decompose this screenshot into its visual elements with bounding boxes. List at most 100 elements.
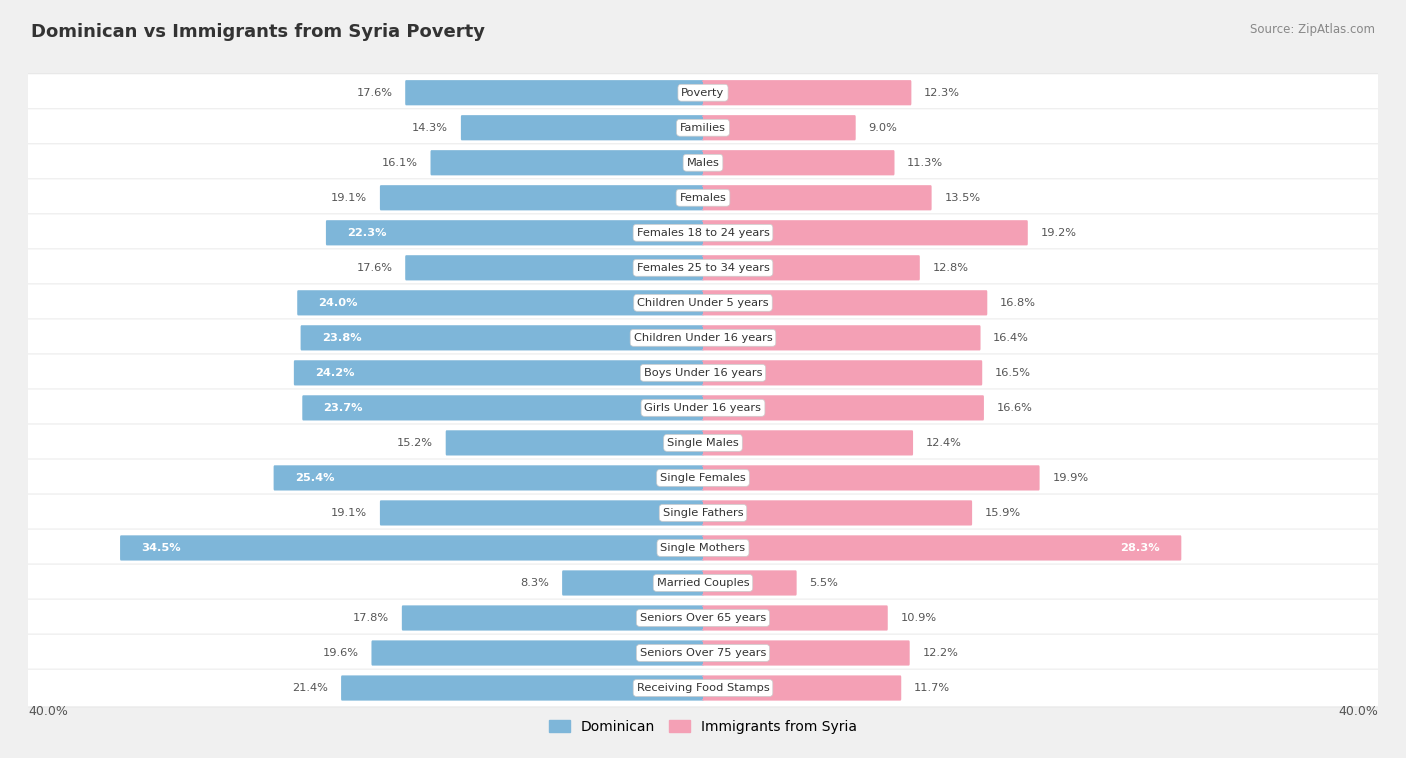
- FancyBboxPatch shape: [25, 179, 1381, 217]
- Text: 5.5%: 5.5%: [810, 578, 838, 588]
- FancyBboxPatch shape: [297, 290, 704, 315]
- Text: Girls Under 16 years: Girls Under 16 years: [644, 403, 762, 413]
- Text: Families: Families: [681, 123, 725, 133]
- Bar: [703, 642, 806, 664]
- FancyBboxPatch shape: [274, 465, 704, 490]
- Text: 12.3%: 12.3%: [924, 88, 960, 98]
- Bar: [537, 642, 703, 664]
- FancyBboxPatch shape: [25, 424, 1381, 462]
- FancyBboxPatch shape: [702, 115, 856, 140]
- Bar: [502, 327, 703, 349]
- Text: 12.8%: 12.8%: [932, 263, 969, 273]
- Text: 23.7%: 23.7%: [323, 403, 363, 413]
- Bar: [501, 292, 703, 314]
- Text: 13.5%: 13.5%: [945, 193, 980, 203]
- Text: 16.5%: 16.5%: [995, 368, 1031, 377]
- FancyBboxPatch shape: [402, 606, 704, 631]
- Bar: [703, 572, 749, 594]
- Bar: [703, 82, 807, 104]
- FancyBboxPatch shape: [702, 185, 932, 211]
- FancyBboxPatch shape: [461, 115, 704, 140]
- FancyBboxPatch shape: [120, 535, 704, 561]
- Bar: [703, 152, 799, 174]
- Bar: [703, 257, 811, 279]
- Bar: [499, 362, 703, 384]
- Bar: [554, 82, 703, 104]
- Text: 17.6%: 17.6%: [357, 88, 392, 98]
- FancyBboxPatch shape: [702, 325, 980, 350]
- Bar: [633, 572, 703, 594]
- Bar: [523, 677, 703, 699]
- FancyBboxPatch shape: [702, 255, 920, 280]
- Bar: [703, 187, 817, 208]
- FancyBboxPatch shape: [702, 500, 972, 525]
- Text: 12.2%: 12.2%: [922, 648, 959, 658]
- FancyBboxPatch shape: [562, 570, 704, 596]
- Text: 19.9%: 19.9%: [1052, 473, 1088, 483]
- Text: 22.3%: 22.3%: [347, 228, 387, 238]
- Text: 24.2%: 24.2%: [315, 368, 354, 377]
- Bar: [567, 152, 703, 174]
- Text: 21.4%: 21.4%: [292, 683, 329, 693]
- Text: 15.2%: 15.2%: [396, 438, 433, 448]
- FancyBboxPatch shape: [702, 465, 1039, 490]
- Text: 16.8%: 16.8%: [1000, 298, 1036, 308]
- Text: Married Couples: Married Couples: [657, 578, 749, 588]
- FancyBboxPatch shape: [702, 290, 987, 315]
- Text: Boys Under 16 years: Boys Under 16 years: [644, 368, 762, 377]
- FancyBboxPatch shape: [302, 395, 704, 421]
- Text: 16.1%: 16.1%: [382, 158, 418, 168]
- Text: 8.3%: 8.3%: [520, 578, 550, 588]
- Text: Seniors Over 65 years: Seniors Over 65 years: [640, 613, 766, 623]
- Text: 19.6%: 19.6%: [323, 648, 359, 658]
- FancyBboxPatch shape: [25, 74, 1381, 111]
- Text: 12.4%: 12.4%: [925, 438, 962, 448]
- FancyBboxPatch shape: [25, 494, 1381, 532]
- Text: Source: ZipAtlas.com: Source: ZipAtlas.com: [1250, 23, 1375, 36]
- Text: 25.4%: 25.4%: [295, 473, 335, 483]
- FancyBboxPatch shape: [326, 220, 704, 246]
- Text: Dominican vs Immigrants from Syria Poverty: Dominican vs Immigrants from Syria Pover…: [31, 23, 485, 41]
- FancyBboxPatch shape: [702, 641, 910, 666]
- FancyBboxPatch shape: [25, 459, 1381, 496]
- FancyBboxPatch shape: [301, 325, 704, 350]
- FancyBboxPatch shape: [342, 675, 704, 700]
- FancyBboxPatch shape: [405, 80, 704, 105]
- Text: Single Mothers: Single Mothers: [661, 543, 745, 553]
- Legend: Dominican, Immigrants from Syria: Dominican, Immigrants from Syria: [544, 714, 862, 739]
- Text: 11.3%: 11.3%: [907, 158, 943, 168]
- FancyBboxPatch shape: [371, 641, 704, 666]
- Text: 23.8%: 23.8%: [322, 333, 361, 343]
- FancyBboxPatch shape: [25, 634, 1381, 672]
- FancyBboxPatch shape: [294, 360, 704, 386]
- Bar: [703, 117, 779, 139]
- Text: 17.6%: 17.6%: [357, 263, 392, 273]
- Bar: [541, 187, 703, 208]
- Text: Females 18 to 24 years: Females 18 to 24 years: [637, 228, 769, 238]
- FancyBboxPatch shape: [25, 389, 1381, 427]
- FancyBboxPatch shape: [25, 319, 1381, 357]
- Bar: [489, 467, 703, 489]
- Text: Children Under 5 years: Children Under 5 years: [637, 298, 769, 308]
- Bar: [703, 502, 837, 524]
- FancyBboxPatch shape: [702, 150, 894, 175]
- FancyBboxPatch shape: [25, 669, 1381, 707]
- FancyBboxPatch shape: [446, 431, 704, 456]
- Text: Receiving Food Stamps: Receiving Food Stamps: [637, 683, 769, 693]
- Bar: [582, 117, 703, 139]
- Bar: [503, 397, 703, 418]
- FancyBboxPatch shape: [380, 500, 704, 525]
- Text: Children Under 16 years: Children Under 16 years: [634, 333, 772, 343]
- Bar: [554, 257, 703, 279]
- FancyBboxPatch shape: [25, 214, 1381, 252]
- Bar: [703, 292, 845, 314]
- FancyBboxPatch shape: [702, 570, 797, 596]
- FancyBboxPatch shape: [702, 395, 984, 421]
- Text: Poverty: Poverty: [682, 88, 724, 98]
- Text: 16.6%: 16.6%: [997, 403, 1032, 413]
- FancyBboxPatch shape: [25, 599, 1381, 637]
- FancyBboxPatch shape: [702, 220, 1028, 246]
- Text: 11.7%: 11.7%: [914, 683, 950, 693]
- FancyBboxPatch shape: [25, 109, 1381, 146]
- Bar: [703, 222, 865, 243]
